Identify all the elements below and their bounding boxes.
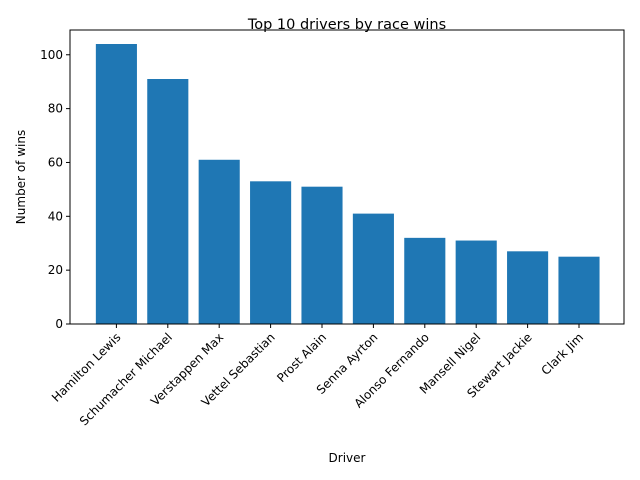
- x-tick-label: Prost Alain: [274, 330, 329, 385]
- bar: [352, 213, 394, 324]
- x-tick-label: Schumacher Michael: [77, 330, 175, 428]
- y-tick-label: 0: [55, 317, 63, 331]
- bar: [250, 181, 292, 324]
- y-tick-label: 20: [48, 263, 63, 277]
- y-axis-ticks: 0 20 40 60 80 100: [40, 48, 70, 331]
- x-axis-label: Driver: [329, 451, 366, 465]
- bars-group: [95, 44, 600, 324]
- plot-frame: [69, 29, 625, 325]
- y-tick-label: 40: [48, 209, 63, 223]
- bar: [455, 240, 497, 324]
- bar: [558, 256, 600, 324]
- bar: [507, 251, 549, 324]
- y-tick-label: 100: [40, 48, 63, 62]
- bar: [301, 186, 343, 324]
- bar: [198, 159, 240, 324]
- y-tick-label: 60: [48, 155, 63, 169]
- bar: [147, 79, 189, 324]
- y-tick-label: 80: [48, 102, 63, 116]
- chart-title: Top 10 drivers by race wins: [247, 17, 446, 33]
- x-tick-label: Clark Jim: [539, 330, 587, 378]
- y-axis-label: Number of wins: [14, 130, 28, 224]
- bar: [95, 44, 137, 324]
- bar: [404, 237, 446, 324]
